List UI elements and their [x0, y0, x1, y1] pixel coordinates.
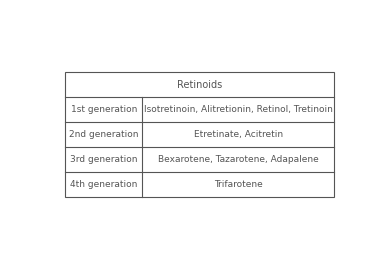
Text: Bexarotene, Tazarotene, Adapalene: Bexarotene, Tazarotene, Adapalene [158, 155, 319, 164]
Text: Isotretinoin, Alitretionin, Retinol, Tretinoin: Isotretinoin, Alitretionin, Retinol, Tre… [144, 105, 333, 114]
Text: Retinoids: Retinoids [177, 80, 223, 90]
Text: Etretinate, Acitretin: Etretinate, Acitretin [194, 130, 283, 139]
Text: 2nd generation: 2nd generation [69, 130, 138, 139]
Text: 1st generation: 1st generation [71, 105, 137, 114]
Bar [66, 73, 334, 197]
Text: 3rd generation: 3rd generation [70, 155, 137, 164]
Text: 4th generation: 4th generation [70, 180, 137, 189]
Text: Trifarotene: Trifarotene [214, 180, 262, 189]
